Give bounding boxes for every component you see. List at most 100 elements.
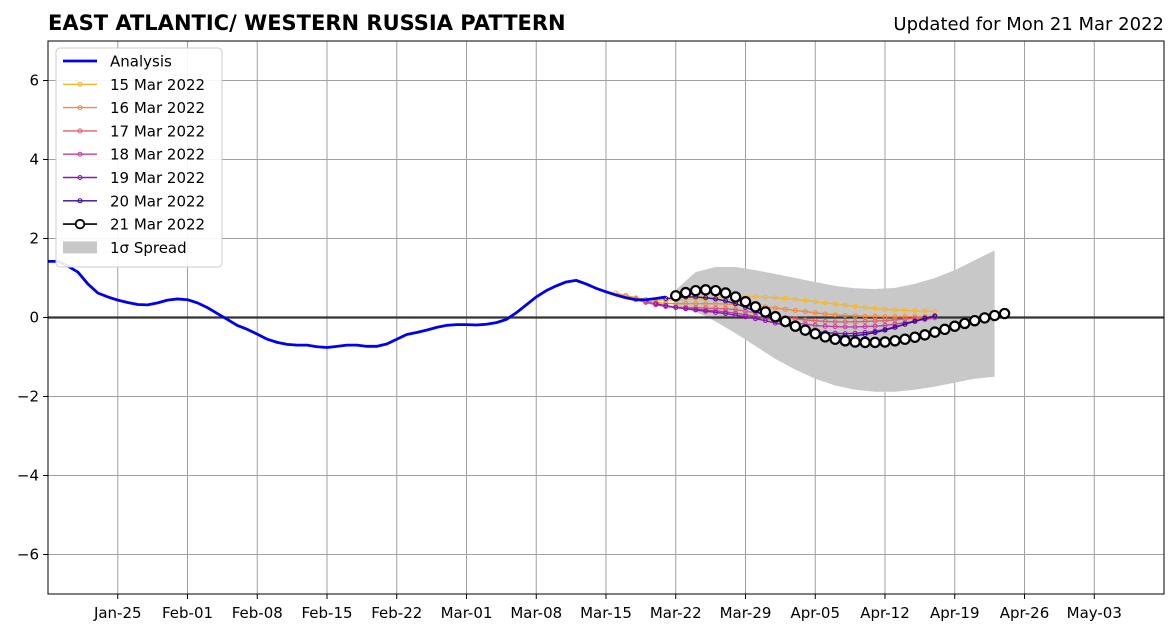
forecast-point-5 xyxy=(862,331,868,337)
x-axis: Jan-25 Feb-01 Feb-08 Feb-15 Feb-22 Mar-01 Mar-… xyxy=(93,594,1122,622)
forecast-point-4 xyxy=(653,301,659,307)
x-tick-label: Mar-15 xyxy=(580,604,632,622)
forecast-point-0 xyxy=(862,305,868,311)
spread-layer xyxy=(675,250,995,392)
current-forecast-point xyxy=(939,323,951,336)
forecast-point-4 xyxy=(683,306,689,312)
forecast-point-2 xyxy=(862,318,868,324)
forecast-point-1 xyxy=(782,306,788,312)
current-forecast-point xyxy=(709,284,722,297)
current-forecast-point xyxy=(879,336,891,348)
forecast-point-0 xyxy=(762,294,768,300)
current-forecast-point xyxy=(789,320,802,332)
current-forecast-point xyxy=(809,327,821,340)
forecast-point-1 xyxy=(772,305,778,311)
legend-label: 1σ Spread xyxy=(110,239,187,257)
forecast-point-3 xyxy=(842,324,848,330)
forecast-point-0 xyxy=(912,308,918,314)
legend-swatch-current-marker xyxy=(74,218,86,230)
current-forecast-point xyxy=(909,331,921,343)
forecast-point-3 xyxy=(832,324,838,330)
forecast-point-0 xyxy=(752,294,758,300)
forecast-point-5 xyxy=(922,315,928,321)
forecast-point-5 xyxy=(932,313,938,319)
forecast-point-1 xyxy=(832,312,838,318)
current-forecast-point xyxy=(829,333,841,345)
legend-label: 19 Mar 2022 xyxy=(110,169,205,187)
forecast-point-2 xyxy=(882,318,888,324)
forecast-point-4 xyxy=(693,307,699,313)
forecast-point-0 xyxy=(892,307,898,313)
current-forecast-point xyxy=(998,307,1011,320)
forecast-point-1 xyxy=(812,310,818,316)
forecast-point-5 xyxy=(892,324,898,330)
forecast-point-4 xyxy=(713,309,719,315)
x-tick-label: Feb-22 xyxy=(371,604,422,622)
y-tick-label: −2 xyxy=(17,388,39,406)
forecast-point-3 xyxy=(932,315,938,321)
forecast-point-1 xyxy=(862,313,868,319)
legend-swatch-marker xyxy=(77,151,83,157)
x-tick-label: Mar-01 xyxy=(441,604,493,622)
forecast-point-2 xyxy=(912,315,918,321)
forecast-point-3 xyxy=(822,323,828,329)
chart-title: EAST ATLANTIC/ WESTERN RUSSIA PATTERN xyxy=(48,11,566,35)
forecast-point-2 xyxy=(872,318,878,324)
current-forecast-point xyxy=(769,311,782,323)
current-forecast-point xyxy=(689,284,702,297)
y-tick-label: −4 xyxy=(17,467,39,485)
legend-label: 15 Mar 2022 xyxy=(110,76,205,94)
forecast-point-1 xyxy=(892,314,898,320)
y-axis: −6 −4 −2 0 2 4 6 xyxy=(17,72,48,564)
forecast-point-4 xyxy=(752,316,758,322)
current-forecast-point xyxy=(968,314,981,327)
legend-label: 17 Mar 2022 xyxy=(110,122,205,140)
forecast-point-1 xyxy=(842,313,848,319)
current-forecast-point xyxy=(749,301,762,313)
forecast-point-5 xyxy=(882,327,888,333)
forecast-line-0 xyxy=(615,292,935,313)
legend-label: 16 Mar 2022 xyxy=(110,99,205,117)
spread-band xyxy=(675,250,995,392)
forecast-point-5 xyxy=(912,318,918,324)
current-forecast-point xyxy=(859,336,871,349)
forecast-point-0 xyxy=(772,295,778,301)
forecast-point-3 xyxy=(812,322,818,328)
x-tick-label: Apr-19 xyxy=(930,604,980,622)
legend: Analysis 15 Mar 2022 16 Mar 2022 17 Mar 202… xyxy=(55,47,223,268)
current-forecast-point xyxy=(869,336,881,349)
current-forecast-point xyxy=(670,290,682,302)
current-forecast-point xyxy=(729,291,742,303)
current-forecast-point xyxy=(819,331,831,343)
forecast-point-0 xyxy=(902,307,908,313)
forecast-point-0 xyxy=(872,305,878,311)
legend-swatch-spread xyxy=(63,241,97,254)
analysis-line xyxy=(48,260,667,349)
forecast-point-4 xyxy=(673,304,679,310)
legend-label: Analysis xyxy=(110,53,172,71)
x-tick-label: Mar-29 xyxy=(720,604,772,622)
forecast-point-2 xyxy=(723,306,729,312)
current-forecast-point xyxy=(849,336,861,348)
forecast-point-3 xyxy=(892,321,898,327)
forecast-point-3 xyxy=(852,324,858,330)
forecast-point-4 xyxy=(733,312,739,318)
forecast-point-0 xyxy=(922,308,928,314)
forecast-point-5 xyxy=(872,330,878,336)
current-forecast-point xyxy=(919,329,931,341)
y-tick-label: 2 xyxy=(29,230,39,248)
forecast-point-5 xyxy=(713,296,719,302)
current-forecast-point xyxy=(889,335,901,347)
forecast-point-1 xyxy=(723,301,729,307)
forecast-point-3 xyxy=(862,324,868,330)
forecast-point-0 xyxy=(782,296,788,302)
legend-swatch-marker xyxy=(77,81,83,87)
forecast-point-0 xyxy=(882,306,888,312)
legend-label: 21 Mar 2022 xyxy=(110,216,205,234)
series-layer xyxy=(48,260,1011,349)
forecast-point-1 xyxy=(802,309,808,315)
legend-swatch-marker xyxy=(77,128,83,134)
forecast-point-0 xyxy=(822,300,828,306)
current-forecast-point xyxy=(959,317,971,330)
